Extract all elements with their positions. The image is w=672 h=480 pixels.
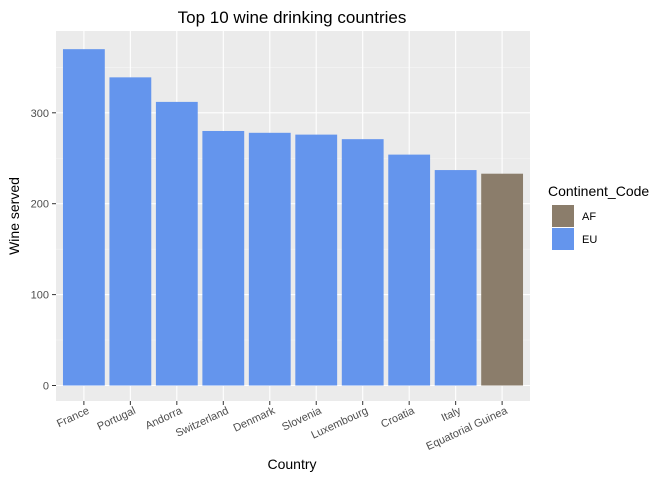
y-tick-label: 100	[31, 290, 49, 302]
y-axis-title: Wine served	[6, 177, 22, 255]
x-tick-label: Italy	[440, 405, 464, 425]
y-tick-label: 300	[31, 108, 49, 120]
bar-andorra	[155, 101, 198, 386]
legend: Continent_Code AF EU	[548, 183, 649, 250]
bar-croatia	[388, 154, 431, 386]
bar-france	[62, 49, 105, 386]
x-tick-label: Portugal	[95, 405, 137, 433]
y-tick-label: 200	[31, 199, 49, 211]
legend-label-af: AF	[582, 211, 596, 223]
x-tick-label: Croatia	[379, 404, 417, 430]
y-axis: 0 100 200 300	[31, 108, 56, 393]
bar-switzerland	[202, 130, 245, 386]
x-tick-label: Switzerland	[174, 405, 231, 440]
bar-denmark	[248, 132, 291, 386]
x-tick-label: France	[55, 405, 91, 430]
x-tick-label: Equatorial Guinea	[425, 404, 511, 452]
legend-key-af	[552, 205, 574, 227]
x-axis-title: Country	[267, 456, 316, 472]
bar-equatorial-guinea	[481, 173, 524, 386]
bar-italy	[434, 170, 477, 386]
bar-luxembourg	[341, 139, 384, 386]
bar-portugal	[109, 77, 152, 386]
legend-key-eu	[552, 228, 574, 250]
bars	[62, 49, 524, 386]
bar-slovenia	[295, 134, 338, 386]
legend-title: Continent_Code	[548, 183, 649, 199]
chart-title: Top 10 wine drinking countries	[178, 8, 407, 27]
legend-label-eu: EU	[582, 234, 597, 246]
x-tick-label: Denmark	[232, 405, 278, 435]
y-tick-label: 0	[43, 381, 49, 393]
